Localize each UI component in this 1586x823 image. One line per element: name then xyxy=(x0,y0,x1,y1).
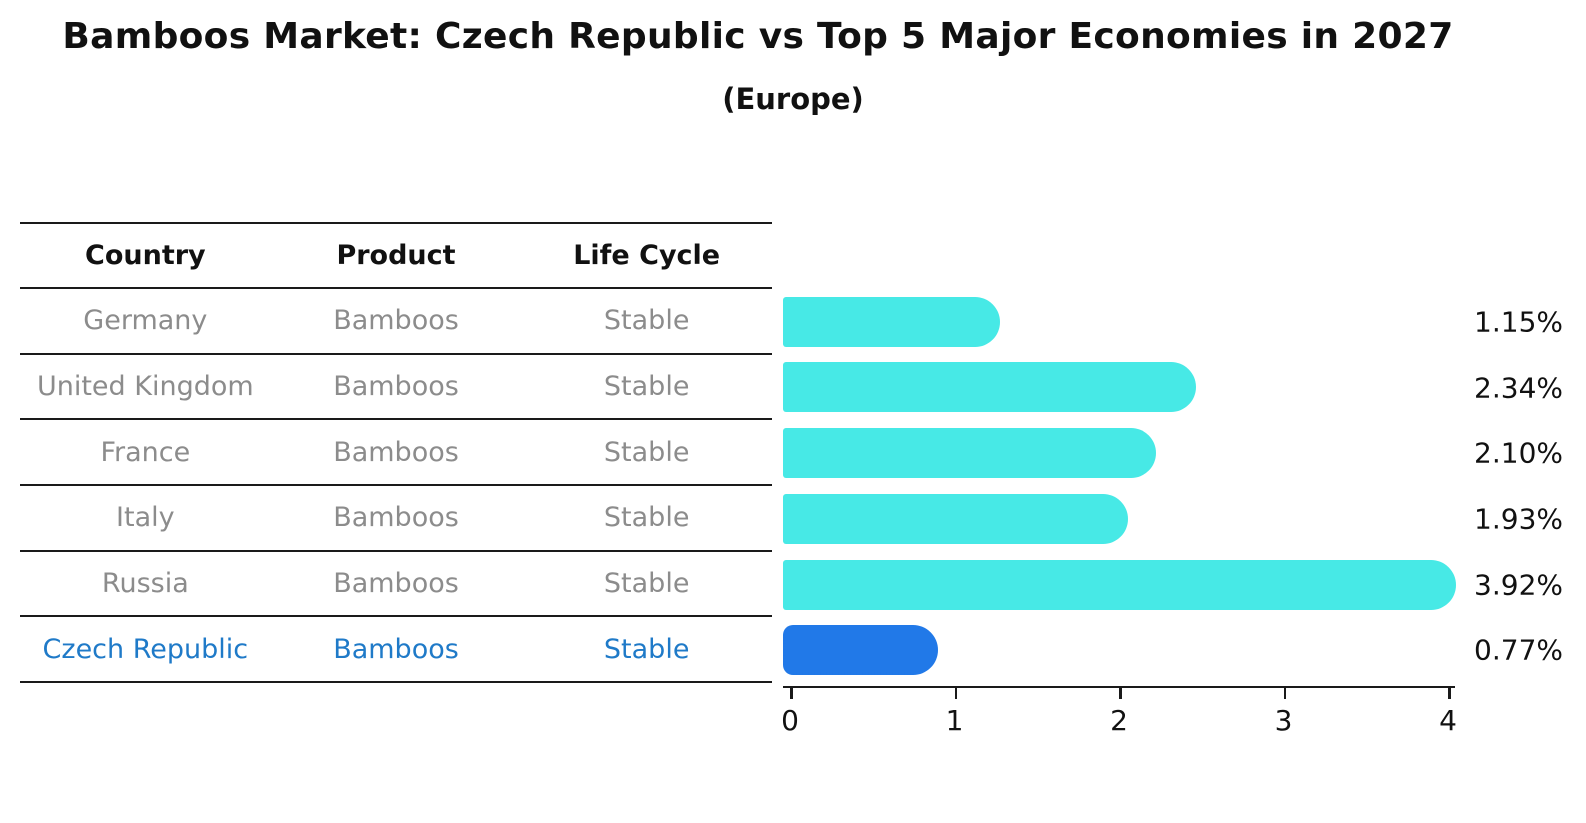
life-cycle-cell: Stable xyxy=(603,568,690,600)
x-tick-label: 3 xyxy=(1274,704,1293,737)
bar-row-czech-republic: 0.77% xyxy=(783,617,1586,683)
country-cell: France xyxy=(100,436,191,468)
x-tick-mark xyxy=(1119,688,1122,699)
bar-france xyxy=(783,428,1156,479)
life-cycle-cell: Stable xyxy=(603,305,690,337)
country-cell: Russia xyxy=(101,568,189,600)
country-cell: Czech Republic xyxy=(42,633,249,665)
life-cycle-cell: Stable xyxy=(603,371,690,403)
table-row-czech-republic: Czech Republic Bamboos Stable xyxy=(20,617,772,684)
table-header-row: Country Product Life Cycle xyxy=(20,222,772,289)
product-cell: Bamboos xyxy=(333,502,459,534)
x-tick-label: 1 xyxy=(945,704,964,737)
value-label-germany: 1.15% xyxy=(1474,305,1563,339)
x-tick-label: 4 xyxy=(1439,704,1457,737)
value-label-russia: 3.92% xyxy=(1474,568,1563,602)
life-cycle-cell: Stable xyxy=(603,633,690,665)
bar-row-russia: 3.92% xyxy=(783,552,1586,618)
table-row-france: France Bamboos Stable xyxy=(20,420,772,487)
product-cell: Bamboos xyxy=(333,371,459,403)
x-axis: 0 1 2 3 4 xyxy=(781,686,1457,746)
x-tick-label: 2 xyxy=(1110,704,1128,737)
life-cycle-cell: Stable xyxy=(603,502,690,534)
bar-germany xyxy=(783,296,1000,347)
country-cell: United Kingdom xyxy=(36,371,254,403)
x-tick-label: 0 xyxy=(781,704,799,737)
table-row-germany: Germany Bamboos Stable xyxy=(20,289,772,355)
bar-row-france: 2.10% xyxy=(783,420,1586,486)
product-cell: Bamboos xyxy=(333,305,459,337)
product-cell: Bamboos xyxy=(333,568,459,600)
bar-row-italy: 1.93% xyxy=(783,486,1586,552)
table-row-italy: Italy Bamboos Stable xyxy=(20,486,772,552)
page-subtitle: (Europe) xyxy=(722,82,864,116)
bar-united-kingdom xyxy=(783,362,1196,413)
table-row-russia: Russia Bamboos Stable xyxy=(20,552,772,618)
country-cell: Germany xyxy=(83,305,208,337)
table-row-united-kingdom: United Kingdom Bamboos Stable xyxy=(20,355,772,421)
product-cell: Bamboos xyxy=(333,436,459,468)
bar-row-united-kingdom: 2.34% xyxy=(783,355,1586,421)
x-tick-mark xyxy=(790,688,793,699)
product-cell: Bamboos xyxy=(333,633,459,665)
page-title: Bamboos Market: Czech Republic vs Top 5 … xyxy=(62,16,1454,57)
bar-czech-republic xyxy=(783,625,938,676)
value-label-italy: 1.93% xyxy=(1474,502,1563,536)
x-tick-mark xyxy=(1283,688,1286,699)
value-label-czech-republic: 0.77% xyxy=(1474,633,1563,667)
column-header-product: Product xyxy=(336,240,456,271)
column-header-life-cycle: Life Cycle xyxy=(573,240,721,271)
bar-italy xyxy=(783,493,1128,544)
country-table: Country Product Life Cycle Germany Bambo… xyxy=(20,222,772,684)
value-label-france: 2.10% xyxy=(1474,436,1563,470)
bar-russia xyxy=(783,559,1456,610)
x-tick-mark xyxy=(1448,688,1451,699)
column-header-country: Country xyxy=(85,240,206,271)
country-cell: Italy xyxy=(116,502,175,534)
life-cycle-cell: Stable xyxy=(603,436,690,468)
value-label-united-kingdom: 2.34% xyxy=(1474,371,1563,405)
bar-row-germany: 1.15% xyxy=(783,289,1586,355)
x-tick-mark xyxy=(954,688,957,699)
bar-chart-area: 1.15% 2.34% 2.10% 1.93% 3.92% 0.77% xyxy=(783,289,1586,683)
